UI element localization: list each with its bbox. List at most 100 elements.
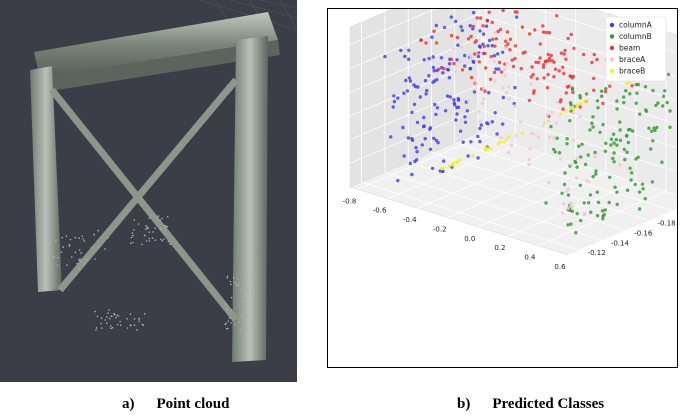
data-point <box>454 19 458 24</box>
data-point <box>614 137 618 142</box>
data-point <box>588 193 593 197</box>
data-point <box>609 137 614 141</box>
data-point <box>546 119 551 123</box>
noise-point <box>133 219 136 221</box>
data-point <box>547 31 552 35</box>
data-point <box>601 101 605 106</box>
data-point <box>515 15 519 19</box>
noise-point <box>95 329 97 331</box>
noise-point <box>161 240 163 242</box>
noise-point <box>163 238 165 240</box>
data-point <box>478 126 482 131</box>
data-point <box>498 27 503 32</box>
data-point <box>661 94 666 99</box>
z-gridline <box>349 108 677 172</box>
data-point <box>569 222 573 226</box>
data-point <box>506 42 510 46</box>
data-point <box>625 150 629 154</box>
data-point <box>541 24 545 28</box>
data-point <box>489 146 493 151</box>
data-point <box>456 43 460 47</box>
noise-point <box>235 284 238 287</box>
data-point <box>655 125 659 130</box>
data-point <box>568 74 572 78</box>
data-point <box>643 197 647 201</box>
data-point <box>484 145 488 149</box>
data-point <box>660 160 664 164</box>
data-point <box>391 105 395 109</box>
y-tick-label: -0.16 <box>634 230 653 238</box>
data-point <box>600 209 605 213</box>
legend-marker <box>609 22 615 28</box>
data-point <box>483 148 487 152</box>
noise-point <box>78 259 80 261</box>
data-point <box>570 205 575 209</box>
data-point <box>463 64 467 68</box>
y-gridline <box>407 9 627 231</box>
data-point <box>538 42 542 46</box>
caption-point-cloud: a) Point cloud <box>122 396 229 413</box>
data-point <box>532 89 536 93</box>
noise-point <box>133 318 136 320</box>
noise-point <box>83 263 86 266</box>
data-point <box>478 139 482 144</box>
data-point <box>558 157 563 161</box>
data-point <box>586 153 590 157</box>
noise-point <box>146 226 149 228</box>
data-point <box>448 95 452 99</box>
data-point <box>544 201 548 205</box>
noise-point <box>249 278 251 281</box>
data-point <box>602 212 606 217</box>
scatter-3d-chart: -0.8 -0.6 -0.4 -0.2 0.0 0.2 0.4 0.6 -0.12 -0.14 -0… <box>343 9 677 271</box>
data-point <box>476 156 480 160</box>
data-point <box>513 104 517 108</box>
data-point <box>537 60 541 65</box>
noise-point <box>93 233 95 236</box>
noise-point <box>241 300 243 303</box>
data-point <box>603 149 608 153</box>
data-point <box>574 231 578 235</box>
legend-label: braceA <box>619 55 646 64</box>
noise-point <box>251 324 254 327</box>
noise-point <box>156 216 158 219</box>
data-point <box>434 23 438 28</box>
noise-point <box>141 243 143 246</box>
caption-tag-b: b) <box>457 396 471 412</box>
noise-point <box>226 277 228 279</box>
data-point <box>545 113 549 117</box>
data-point <box>575 211 579 216</box>
data-point <box>572 111 576 115</box>
noise-point <box>71 256 73 258</box>
data-point <box>553 150 557 154</box>
noise-point <box>119 324 122 327</box>
noise-point <box>230 309 233 312</box>
noise-point <box>129 242 132 244</box>
data-point <box>561 107 565 111</box>
data-point <box>591 175 595 179</box>
data-point <box>561 65 565 69</box>
data-point <box>575 103 579 108</box>
data-point <box>589 210 593 214</box>
data-point <box>481 86 486 90</box>
data-point <box>630 171 634 175</box>
data-point <box>484 66 488 70</box>
data-point <box>471 59 475 64</box>
data-point <box>569 109 573 113</box>
data-point <box>507 97 511 101</box>
data-point <box>487 38 492 43</box>
data-point <box>503 73 508 78</box>
data-point <box>485 19 490 23</box>
data-point <box>571 138 576 142</box>
data-point <box>637 190 642 194</box>
series-braceB <box>440 75 643 171</box>
data-point <box>652 126 656 130</box>
data-point <box>468 66 473 71</box>
data-point <box>418 95 422 99</box>
data-point <box>520 131 525 135</box>
data-point <box>487 91 491 95</box>
data-point <box>474 81 478 85</box>
noise-point <box>110 325 112 327</box>
data-point <box>501 9 505 13</box>
data-point <box>650 180 655 184</box>
data-point <box>499 70 504 74</box>
